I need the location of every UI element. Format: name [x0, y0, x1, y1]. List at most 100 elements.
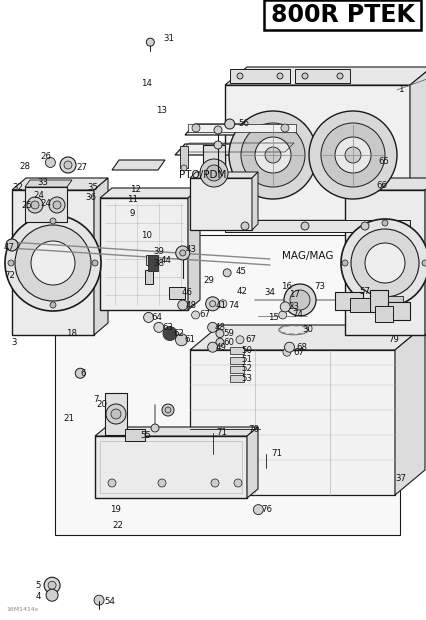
- Text: 4: 4: [36, 592, 41, 601]
- Bar: [230, 347, 243, 354]
- Bar: [12, 190, 94, 335]
- Polygon shape: [246, 427, 257, 498]
- Text: 25: 25: [21, 202, 32, 210]
- Circle shape: [106, 404, 126, 424]
- Circle shape: [300, 222, 308, 230]
- Circle shape: [207, 322, 217, 332]
- Bar: [25, 187, 67, 222]
- Circle shape: [301, 73, 307, 79]
- Circle shape: [320, 123, 384, 187]
- Text: 13: 13: [155, 106, 167, 115]
- Bar: [374, 306, 392, 322]
- Circle shape: [236, 73, 242, 79]
- Polygon shape: [190, 350, 394, 495]
- Polygon shape: [251, 172, 257, 230]
- Text: 30: 30: [301, 326, 312, 334]
- Text: 17: 17: [288, 290, 299, 299]
- Circle shape: [53, 201, 61, 209]
- Circle shape: [146, 38, 154, 46]
- Text: 66: 66: [376, 182, 387, 190]
- Polygon shape: [190, 325, 424, 350]
- Text: 27: 27: [76, 163, 87, 172]
- Circle shape: [94, 595, 104, 605]
- Circle shape: [253, 505, 263, 515]
- Text: 60: 60: [222, 338, 233, 347]
- Text: 62: 62: [173, 329, 184, 338]
- Circle shape: [207, 342, 217, 352]
- Bar: [387, 296, 402, 308]
- Circle shape: [151, 424, 158, 432]
- Circle shape: [75, 368, 85, 378]
- Text: 47: 47: [4, 244, 15, 252]
- Text: 12: 12: [130, 185, 141, 193]
- Circle shape: [228, 111, 316, 199]
- Circle shape: [283, 284, 315, 316]
- Circle shape: [50, 218, 56, 224]
- Circle shape: [289, 290, 309, 310]
- Text: 1: 1: [397, 86, 402, 94]
- Circle shape: [341, 260, 347, 266]
- Bar: [190, 178, 251, 230]
- Bar: [147, 255, 158, 272]
- Circle shape: [209, 301, 215, 307]
- Polygon shape: [184, 124, 304, 135]
- Text: 3: 3: [12, 338, 17, 347]
- Circle shape: [49, 197, 65, 213]
- Text: PTO/PDM: PTO/PDM: [179, 170, 226, 180]
- Circle shape: [46, 589, 58, 601]
- Bar: [95, 436, 246, 498]
- Text: 33: 33: [37, 179, 48, 187]
- Text: 51: 51: [241, 355, 252, 364]
- Polygon shape: [12, 178, 108, 190]
- Text: 57: 57: [359, 287, 370, 296]
- Circle shape: [364, 243, 404, 283]
- Circle shape: [344, 147, 360, 163]
- Circle shape: [164, 407, 170, 413]
- Text: 70: 70: [248, 425, 259, 433]
- Circle shape: [350, 229, 418, 297]
- Bar: [387, 302, 409, 320]
- Polygon shape: [424, 178, 426, 335]
- Circle shape: [176, 246, 189, 260]
- Circle shape: [161, 404, 173, 416]
- Polygon shape: [409, 67, 426, 220]
- Text: 79: 79: [387, 335, 398, 344]
- Polygon shape: [190, 172, 257, 178]
- Circle shape: [158, 479, 166, 487]
- Text: 10: 10: [140, 231, 151, 240]
- Text: 16M1414s: 16M1414s: [6, 607, 38, 612]
- Text: 64: 64: [151, 313, 162, 322]
- Bar: [145, 255, 151, 265]
- Text: 49: 49: [215, 343, 226, 352]
- Bar: [105, 393, 127, 435]
- Circle shape: [6, 239, 18, 251]
- Text: 29: 29: [203, 276, 214, 285]
- Polygon shape: [112, 160, 164, 170]
- Bar: [334, 292, 362, 310]
- Circle shape: [5, 215, 101, 311]
- Bar: [169, 286, 185, 299]
- Text: 42: 42: [236, 287, 248, 296]
- Text: 7: 7: [93, 396, 98, 404]
- Circle shape: [205, 165, 222, 181]
- Text: 73: 73: [313, 282, 324, 291]
- Circle shape: [48, 582, 56, 589]
- Polygon shape: [95, 427, 257, 436]
- Circle shape: [175, 334, 187, 346]
- Polygon shape: [55, 235, 399, 535]
- Circle shape: [254, 137, 290, 173]
- Text: 18: 18: [66, 329, 77, 338]
- Bar: [230, 375, 243, 382]
- Bar: [230, 356, 243, 363]
- Circle shape: [213, 141, 222, 149]
- Polygon shape: [187, 188, 199, 310]
- Bar: [144, 270, 152, 284]
- Text: 16: 16: [281, 282, 292, 291]
- Circle shape: [45, 157, 55, 167]
- Circle shape: [111, 409, 121, 419]
- Circle shape: [210, 479, 219, 487]
- Text: 32: 32: [12, 183, 23, 192]
- Circle shape: [31, 241, 75, 285]
- Circle shape: [27, 197, 43, 213]
- Text: 36: 36: [85, 193, 96, 202]
